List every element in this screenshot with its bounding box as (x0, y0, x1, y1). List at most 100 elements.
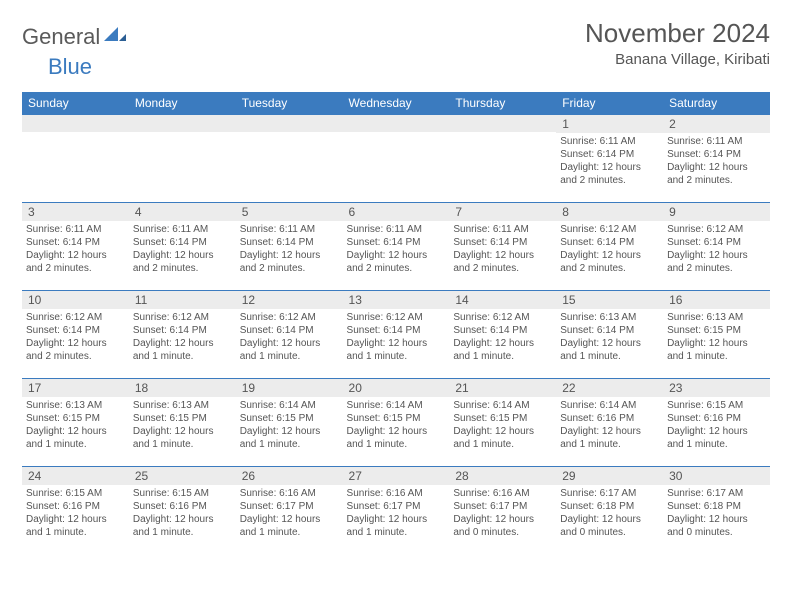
location: Banana Village, Kiribati (585, 51, 770, 68)
calendar-cell: 4Sunrise: 6:11 AMSunset: 6:14 PMDaylight… (129, 203, 236, 291)
day-number: 20 (343, 379, 450, 397)
day-info: Sunrise: 6:12 AMSunset: 6:14 PMDaylight:… (556, 221, 663, 279)
day-info: Sunrise: 6:13 AMSunset: 6:15 PMDaylight:… (129, 397, 236, 455)
calendar-cell: 30Sunrise: 6:17 AMSunset: 6:18 PMDayligh… (663, 467, 770, 555)
calendar-cell: 21Sunrise: 6:14 AMSunset: 6:15 PMDayligh… (449, 379, 556, 467)
day-number: 23 (663, 379, 770, 397)
day-number: 8 (556, 203, 663, 221)
empty-day-band (236, 115, 343, 132)
day-info: Sunrise: 6:12 AMSunset: 6:14 PMDaylight:… (449, 309, 556, 367)
day-number: 11 (129, 291, 236, 309)
calendar-cell: 5Sunrise: 6:11 AMSunset: 6:14 PMDaylight… (236, 203, 343, 291)
day-info: Sunrise: 6:15 AMSunset: 6:16 PMDaylight:… (22, 485, 129, 543)
calendar-cell: 23Sunrise: 6:15 AMSunset: 6:16 PMDayligh… (663, 379, 770, 467)
day-info: Sunrise: 6:14 AMSunset: 6:15 PMDaylight:… (449, 397, 556, 455)
day-header: Tuesday (236, 92, 343, 115)
day-info: Sunrise: 6:11 AMSunset: 6:14 PMDaylight:… (556, 133, 663, 191)
calendar-cell: 14Sunrise: 6:12 AMSunset: 6:14 PMDayligh… (449, 291, 556, 379)
day-number: 3 (22, 203, 129, 221)
calendar-table: SundayMondayTuesdayWednesdayThursdayFrid… (22, 92, 770, 555)
title-block: November 2024 Banana Village, Kiribati (585, 18, 770, 68)
day-number: 10 (22, 291, 129, 309)
month-title: November 2024 (585, 18, 770, 49)
day-info: Sunrise: 6:13 AMSunset: 6:15 PMDaylight:… (663, 309, 770, 367)
day-number: 22 (556, 379, 663, 397)
calendar-cell (129, 115, 236, 203)
day-info: Sunrise: 6:12 AMSunset: 6:14 PMDaylight:… (343, 309, 450, 367)
calendar-cell (236, 115, 343, 203)
day-number: 29 (556, 467, 663, 485)
calendar-cell: 18Sunrise: 6:13 AMSunset: 6:15 PMDayligh… (129, 379, 236, 467)
day-number: 6 (343, 203, 450, 221)
calendar-cell: 26Sunrise: 6:16 AMSunset: 6:17 PMDayligh… (236, 467, 343, 555)
day-info: Sunrise: 6:15 AMSunset: 6:16 PMDaylight:… (663, 397, 770, 455)
calendar-cell: 8Sunrise: 6:12 AMSunset: 6:14 PMDaylight… (556, 203, 663, 291)
day-info: Sunrise: 6:13 AMSunset: 6:15 PMDaylight:… (22, 397, 129, 455)
day-number: 24 (22, 467, 129, 485)
day-info: Sunrise: 6:16 AMSunset: 6:17 PMDaylight:… (236, 485, 343, 543)
day-info: Sunrise: 6:14 AMSunset: 6:15 PMDaylight:… (236, 397, 343, 455)
calendar-week: 17Sunrise: 6:13 AMSunset: 6:15 PMDayligh… (22, 379, 770, 467)
day-number: 4 (129, 203, 236, 221)
day-number: 9 (663, 203, 770, 221)
calendar-week: 24Sunrise: 6:15 AMSunset: 6:16 PMDayligh… (22, 467, 770, 555)
calendar-cell (22, 115, 129, 203)
calendar-cell: 13Sunrise: 6:12 AMSunset: 6:14 PMDayligh… (343, 291, 450, 379)
brand-part2: Blue (48, 54, 92, 80)
day-number: 1 (556, 115, 663, 133)
day-number: 27 (343, 467, 450, 485)
calendar-cell: 10Sunrise: 6:12 AMSunset: 6:14 PMDayligh… (22, 291, 129, 379)
empty-day-band (129, 115, 236, 132)
calendar-cell: 22Sunrise: 6:14 AMSunset: 6:16 PMDayligh… (556, 379, 663, 467)
calendar-cell: 28Sunrise: 6:16 AMSunset: 6:17 PMDayligh… (449, 467, 556, 555)
day-number: 13 (343, 291, 450, 309)
day-info: Sunrise: 6:14 AMSunset: 6:16 PMDaylight:… (556, 397, 663, 455)
calendar-cell: 29Sunrise: 6:17 AMSunset: 6:18 PMDayligh… (556, 467, 663, 555)
day-number: 7 (449, 203, 556, 221)
day-number: 2 (663, 115, 770, 133)
day-number: 28 (449, 467, 556, 485)
day-info: Sunrise: 6:11 AMSunset: 6:14 PMDaylight:… (129, 221, 236, 279)
day-info: Sunrise: 6:16 AMSunset: 6:17 PMDaylight:… (449, 485, 556, 543)
calendar-cell: 27Sunrise: 6:16 AMSunset: 6:17 PMDayligh… (343, 467, 450, 555)
calendar-cell: 20Sunrise: 6:14 AMSunset: 6:15 PMDayligh… (343, 379, 450, 467)
calendar-cell: 24Sunrise: 6:15 AMSunset: 6:16 PMDayligh… (22, 467, 129, 555)
calendar-week: 10Sunrise: 6:12 AMSunset: 6:14 PMDayligh… (22, 291, 770, 379)
day-info: Sunrise: 6:13 AMSunset: 6:14 PMDaylight:… (556, 309, 663, 367)
brand-logo: General (22, 18, 128, 50)
day-header: Thursday (449, 92, 556, 115)
calendar-week: 3Sunrise: 6:11 AMSunset: 6:14 PMDaylight… (22, 203, 770, 291)
day-number: 30 (663, 467, 770, 485)
calendar-cell: 11Sunrise: 6:12 AMSunset: 6:14 PMDayligh… (129, 291, 236, 379)
calendar-cell: 12Sunrise: 6:12 AMSunset: 6:14 PMDayligh… (236, 291, 343, 379)
day-number: 16 (663, 291, 770, 309)
day-number: 15 (556, 291, 663, 309)
empty-day-band (343, 115, 450, 132)
day-info: Sunrise: 6:11 AMSunset: 6:14 PMDaylight:… (663, 133, 770, 191)
calendar-cell: 17Sunrise: 6:13 AMSunset: 6:15 PMDayligh… (22, 379, 129, 467)
day-info: Sunrise: 6:11 AMSunset: 6:14 PMDaylight:… (449, 221, 556, 279)
day-number: 19 (236, 379, 343, 397)
calendar-cell: 7Sunrise: 6:11 AMSunset: 6:14 PMDaylight… (449, 203, 556, 291)
calendar-cell (343, 115, 450, 203)
calendar-week: 1Sunrise: 6:11 AMSunset: 6:14 PMDaylight… (22, 115, 770, 203)
day-info: Sunrise: 6:16 AMSunset: 6:17 PMDaylight:… (343, 485, 450, 543)
calendar-cell: 1Sunrise: 6:11 AMSunset: 6:14 PMDaylight… (556, 115, 663, 203)
day-info: Sunrise: 6:14 AMSunset: 6:15 PMDaylight:… (343, 397, 450, 455)
calendar-cell: 15Sunrise: 6:13 AMSunset: 6:14 PMDayligh… (556, 291, 663, 379)
day-info: Sunrise: 6:12 AMSunset: 6:14 PMDaylight:… (129, 309, 236, 367)
calendar-cell: 6Sunrise: 6:11 AMSunset: 6:14 PMDaylight… (343, 203, 450, 291)
day-header: Friday (556, 92, 663, 115)
sail-icon (104, 25, 126, 46)
day-info: Sunrise: 6:11 AMSunset: 6:14 PMDaylight:… (22, 221, 129, 279)
calendar-cell: 25Sunrise: 6:15 AMSunset: 6:16 PMDayligh… (129, 467, 236, 555)
day-info: Sunrise: 6:11 AMSunset: 6:14 PMDaylight:… (343, 221, 450, 279)
calendar-cell (449, 115, 556, 203)
calendar-cell: 9Sunrise: 6:12 AMSunset: 6:14 PMDaylight… (663, 203, 770, 291)
empty-day-band (22, 115, 129, 132)
day-number: 26 (236, 467, 343, 485)
day-info: Sunrise: 6:12 AMSunset: 6:14 PMDaylight:… (663, 221, 770, 279)
day-number: 18 (129, 379, 236, 397)
day-info: Sunrise: 6:17 AMSunset: 6:18 PMDaylight:… (663, 485, 770, 543)
day-info: Sunrise: 6:17 AMSunset: 6:18 PMDaylight:… (556, 485, 663, 543)
